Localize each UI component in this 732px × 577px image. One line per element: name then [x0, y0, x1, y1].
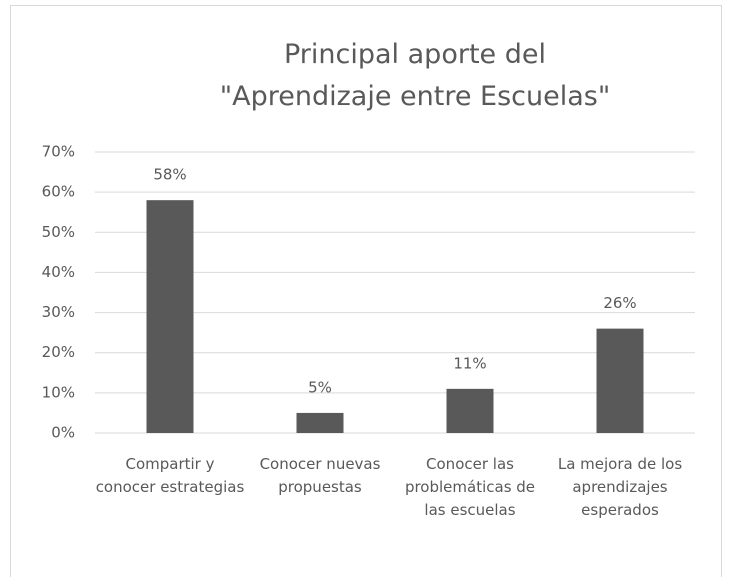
data-label: 26% — [603, 294, 636, 312]
y-tick-label: 20% — [42, 343, 75, 361]
y-tick-label: 40% — [42, 263, 75, 281]
x-tick-label: Conocer las problemáticas de las escuela… — [404, 455, 536, 519]
bar — [596, 328, 644, 433]
x-tick-label: Conocer nuevas propuestas — [259, 455, 381, 496]
x-tick-label: Compartir y conocer estrategias — [95, 455, 245, 496]
bar — [446, 388, 494, 433]
chart-border — [10, 5, 722, 577]
y-tick-label: 60% — [42, 183, 75, 201]
y-tick-label: 50% — [42, 223, 75, 241]
y-tick-label: 10% — [42, 383, 75, 401]
y-tick-label: 70% — [42, 143, 75, 161]
data-label: 5% — [308, 378, 332, 396]
bar — [296, 412, 344, 433]
data-label: 11% — [453, 354, 486, 372]
chart-title: Principal aporte del "Aprendizaje entre … — [219, 39, 611, 112]
bar — [146, 200, 194, 433]
y-tick-label: 30% — [42, 303, 75, 321]
data-label: 58% — [153, 166, 186, 184]
y-tick-label: 0% — [51, 424, 75, 442]
x-tick-label: La mejora de los aprendizajes esperados — [557, 455, 683, 519]
